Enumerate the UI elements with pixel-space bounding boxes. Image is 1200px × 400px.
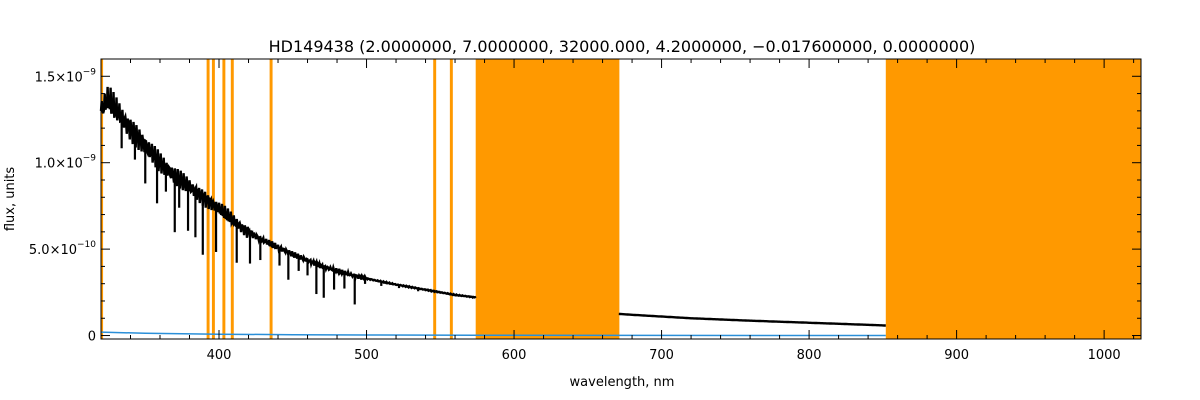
y-tick-mantissa: 1.5×10 [35,70,83,85]
y-axis-label: flux, units [3,167,18,232]
chart-title: HD149438 (2.0000000, 7.0000000, 32000.00… [269,37,976,56]
y-tick-mantissa: 1.0×10 [35,157,83,172]
masked-region-6 [433,59,437,339]
y-tick-label-3: 1.5×10−9 [35,67,97,85]
data-series [99,86,886,337]
x-tick-label-700: 700 [649,348,674,363]
y-tick-exponent: −9 [83,67,97,77]
masked-regions [100,59,1141,339]
x-tick-label-400: 400 [207,348,232,363]
y-tick-exponent: −10 [77,240,96,250]
masked-region-9 [885,59,1141,339]
masked-region-8 [475,59,620,339]
x-tick-label-1000: 1000 [1088,348,1121,363]
masked-region-7 [449,59,453,339]
plot-frame [100,58,1142,340]
flux-series-red-part [618,312,886,327]
masked-region-3 [222,59,226,339]
y-tick-mantissa: 5.0×10 [29,243,77,258]
masked-region-5 [269,59,273,339]
x-axis-label: wavelength, nm [570,375,675,390]
y-tick-label-1: 5.0×10−10 [29,240,96,258]
plot-axes: 400 500 600 700 800 900 100005.0×10−101.0×10−9… [29,58,1142,363]
masked-region-4 [230,59,234,339]
x-tick-label-500: 500 [354,348,379,363]
y-tick-label-0: 0 [88,330,96,345]
masked-region-0 [100,59,104,339]
y-tick-exponent: −9 [83,154,97,164]
y-tick-label-2: 1.0×10−9 [35,154,97,172]
y-tick-mantissa: 0 [88,330,96,345]
x-tick-label-600: 600 [502,348,527,363]
x-tick-label-900: 900 [944,348,969,363]
x-tick-label-800: 800 [797,348,822,363]
error-series [100,331,886,337]
